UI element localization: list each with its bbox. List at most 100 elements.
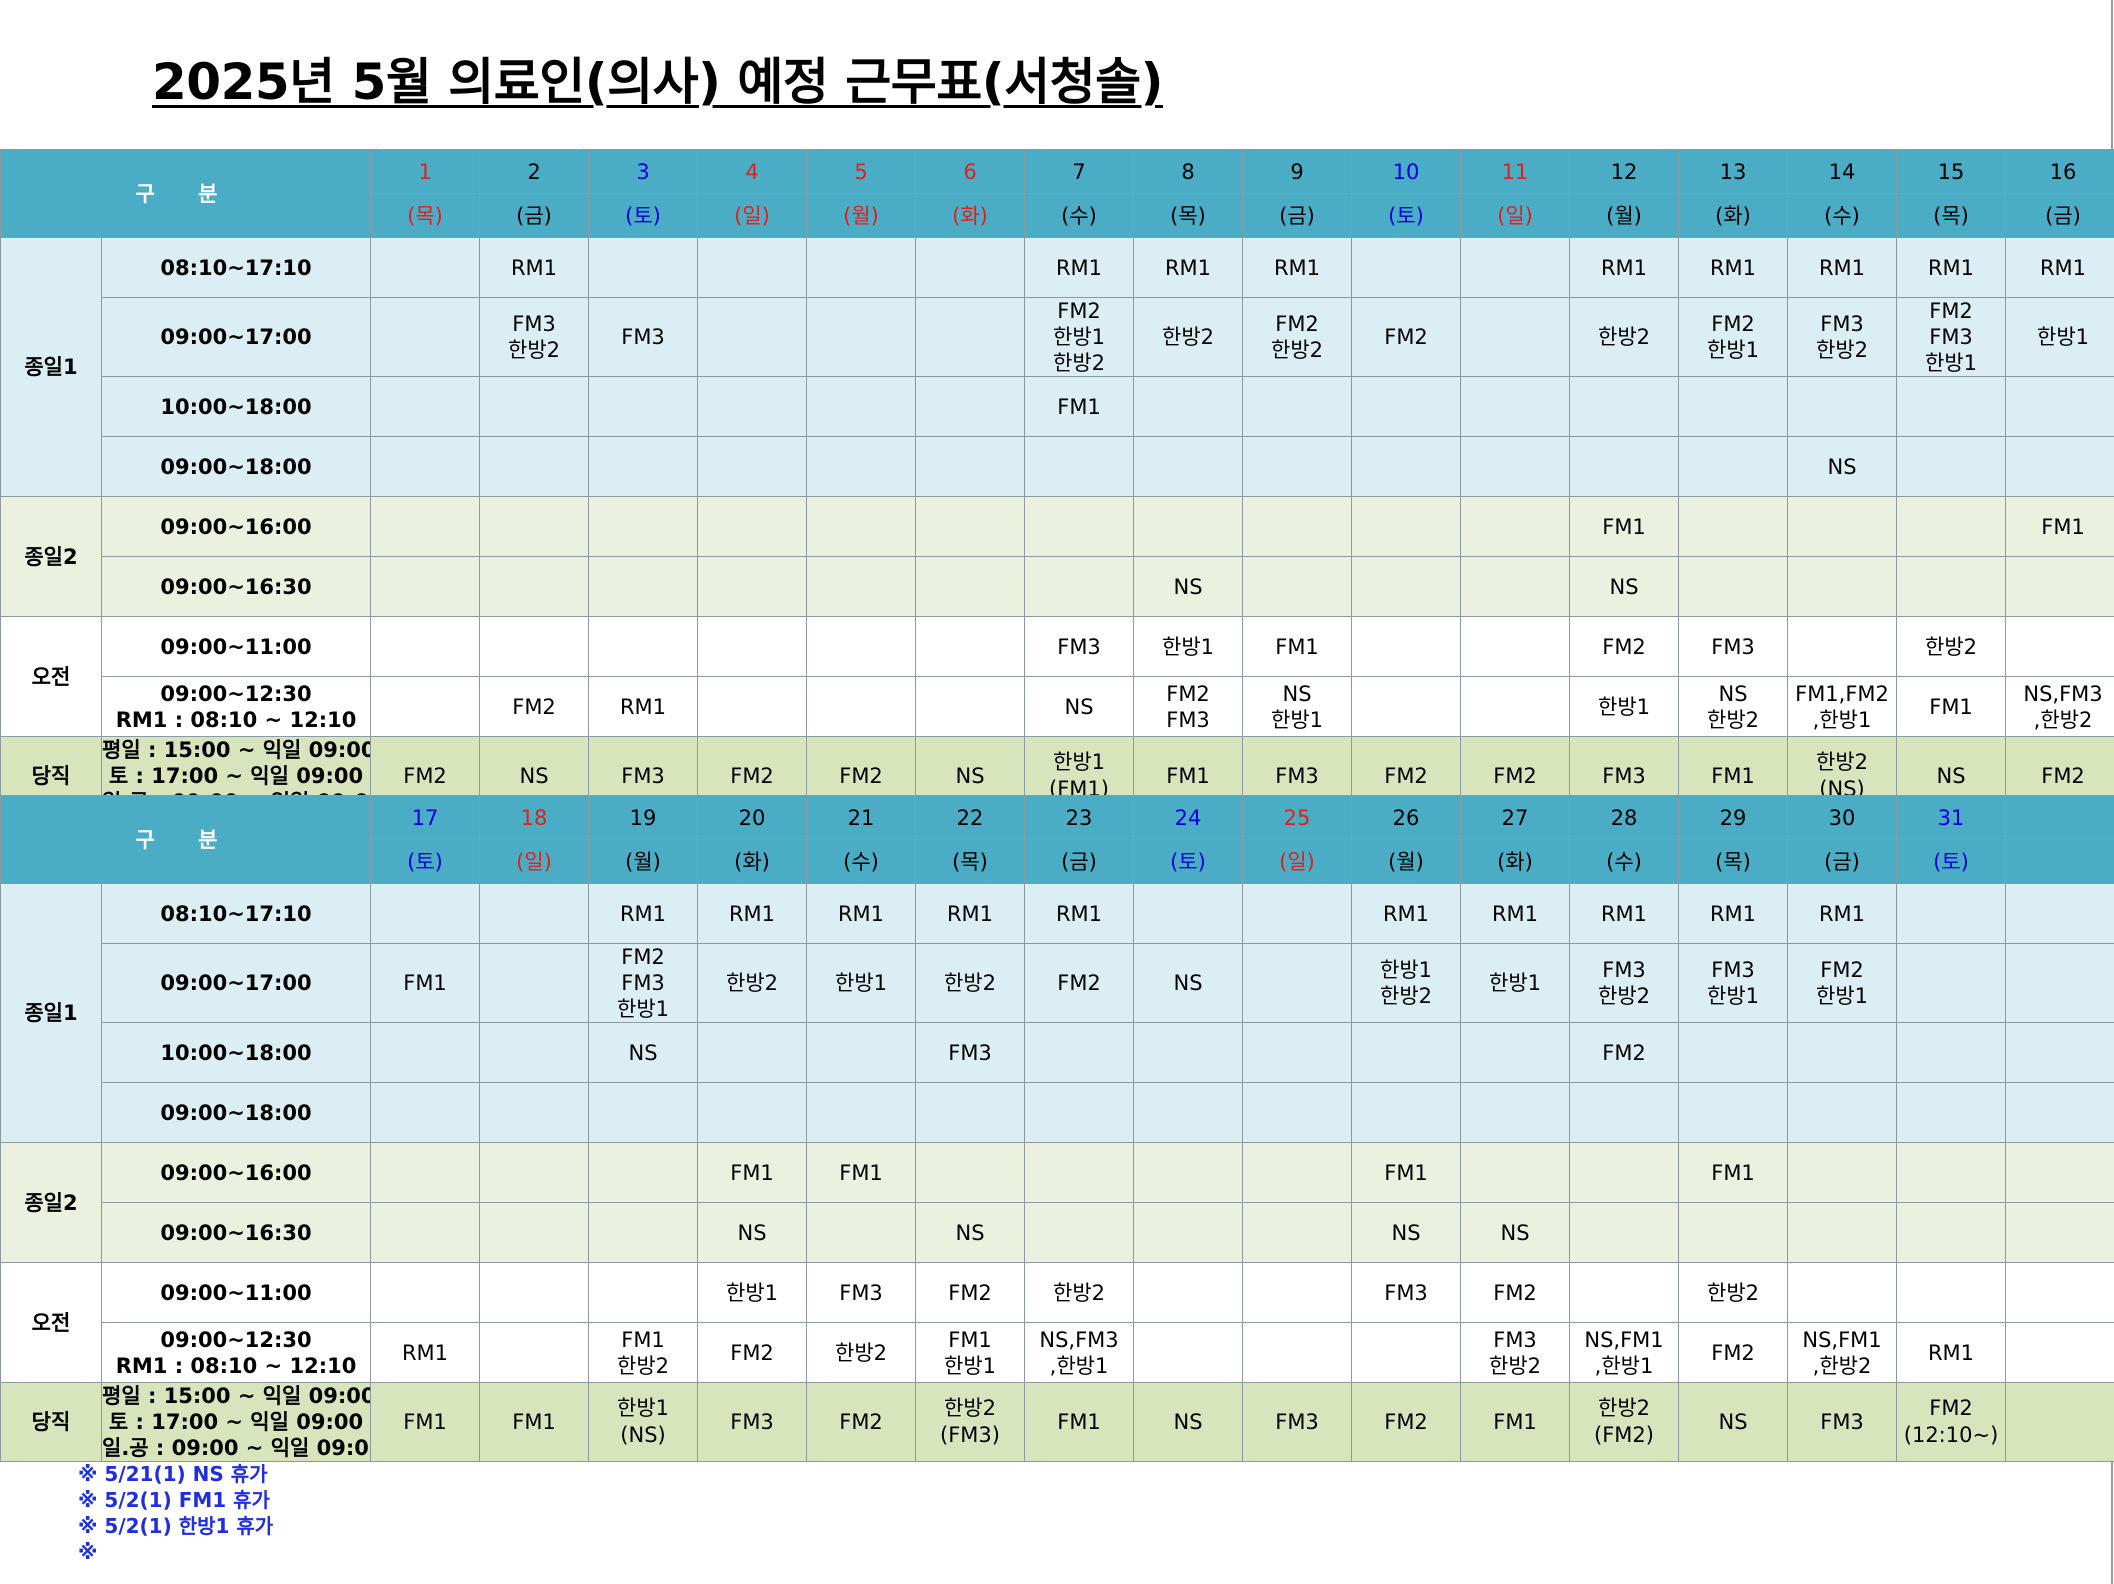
schedule-cell <box>1787 1202 1898 1263</box>
schedule-cell <box>1133 1142 1244 1203</box>
schedule-cell <box>479 376 590 437</box>
schedule-cell <box>1351 556 1462 617</box>
schedule-cell <box>588 1202 699 1263</box>
shift-time-line: 09:00~12:30 <box>160 1327 312 1352</box>
shift-time: 09:00~18:00 <box>100 1082 372 1143</box>
assigned-staff: FM3 <box>1275 764 1319 788</box>
assigned-staff: RM1 <box>946 901 994 926</box>
schedule-cell <box>1242 496 1353 557</box>
schedule-cell <box>1678 1082 1789 1143</box>
schedule-cell: NS <box>1133 943 1244 1023</box>
schedule-cell <box>588 436 699 497</box>
assigned-staff: 한방1 <box>726 1280 779 1305</box>
schedule-cell <box>1024 1022 1135 1083</box>
day-number: 10 <box>1351 149 1462 194</box>
schedule-cell: RM1 <box>1896 237 2007 298</box>
day-of-week: (금) <box>1024 839 1135 884</box>
assigned-staff: RM1 <box>619 901 667 926</box>
schedule-cell: NS,FM1 ,한방1 <box>1569 1322 1680 1383</box>
schedule-cell: FM2 <box>806 1382 917 1462</box>
schedule-cell <box>1242 436 1353 497</box>
schedule-cell: NS,FM3 ,한방1 <box>1024 1322 1135 1383</box>
schedule-cell <box>1569 1082 1680 1143</box>
assigned-staff: FM3 <box>1602 958 1646 982</box>
schedule-cell <box>1242 376 1353 437</box>
schedule-cell: NS,FM3 ,한방2 <box>2005 676 2114 737</box>
schedule-cell: FM3 한방1 <box>1678 943 1789 1023</box>
day-of-week: (목) <box>370 193 481 238</box>
schedule-row: 09:00~17:00 FM1 FM2 FM3 한방1 한방2 한방1 한방2 FM2 NS 한방1… <box>1 943 2114 1023</box>
schedule-cell <box>1787 1082 1898 1143</box>
assigned-staff: 한방2 <box>1489 1353 1542 1378</box>
schedule-cell: FM2 <box>1569 1022 1680 1083</box>
schedule-cell: 한방2 <box>1569 297 1680 377</box>
day-number: 1 <box>370 149 481 194</box>
schedule-cell <box>1242 1322 1353 1383</box>
header-row-dates: 구 분 1 2 3 4 5 6 7 8 9 10 11 12 13 14 15 16 <box>0 149 2114 238</box>
day-number: 21 <box>806 795 917 840</box>
day-number: 30 <box>1787 795 1898 840</box>
assigned-staff: 한방2 <box>1598 1396 1651 1420</box>
schedule-cell <box>479 556 590 617</box>
schedule-cell <box>1024 1082 1135 1143</box>
assigned-staff: FM2 <box>1820 958 1864 982</box>
schedule-row: 09:00~18:00 NS <box>1 436 2114 497</box>
on-call-hours-line: 평일 : 15:00 ~ 익일 09:00 <box>102 738 371 762</box>
day-of-week: (월) <box>1569 193 1680 238</box>
schedule-cell <box>1569 1142 1680 1203</box>
schedule-cell <box>1351 376 1462 437</box>
schedule-cell <box>2005 1142 2114 1203</box>
assigned-staff: ,한방2 <box>2033 707 2093 732</box>
schedule-cell <box>2005 1082 2114 1143</box>
schedule-cell <box>370 1262 481 1323</box>
day-number: 5 <box>806 149 917 194</box>
schedule-cell <box>1787 1142 1898 1203</box>
schedule-cell <box>370 297 481 377</box>
on-call-hours: 평일 : 15:00 ~ 익일 09:00 토 : 17:00 ~ 익일 09:0… <box>100 1382 372 1462</box>
shift-category: 오전 <box>0 616 102 737</box>
assigned-staff: 한방2 <box>1707 1280 1760 1305</box>
day-of-week: (월) <box>588 839 699 884</box>
assigned-staff: FM3 <box>1275 1410 1319 1434</box>
schedule-cell <box>1460 496 1571 557</box>
schedule-cell <box>1133 1202 1244 1263</box>
schedule-cell: FM2 한방1 <box>1787 943 1898 1023</box>
schedule-cell <box>1351 237 1462 298</box>
schedule-cell <box>1351 1322 1462 1383</box>
schedule-cell <box>915 297 1026 377</box>
note-line: ※ <box>78 1540 98 1564</box>
schedule-cell: FM2 한방1 한방2 <box>1024 297 1135 377</box>
assigned-staff: 한방1 <box>1271 707 1324 732</box>
assigned-staff: 한방1 <box>1816 984 1869 1008</box>
day-of-week: (화) <box>697 839 808 884</box>
schedule-cell: 한방2 <box>806 1322 917 1383</box>
schedule-cell <box>479 1022 590 1083</box>
assigned-staff: NS <box>1718 681 1748 706</box>
assigned-staff: FM1 <box>1166 764 1210 788</box>
assigned-staff: FM1 <box>621 1327 665 1352</box>
day-number: 8 <box>1133 149 1244 194</box>
schedule-cell: RM1 <box>806 883 917 944</box>
schedule-cell <box>479 436 590 497</box>
schedule-cell: RM1 <box>588 883 699 944</box>
schedule-cell: RM1 <box>1351 883 1462 944</box>
assigned-staff: NS <box>1173 1410 1203 1434</box>
schedule-cell: NS,FM1 ,한방2 <box>1787 1322 1898 1383</box>
schedule-cell: 한방2 (FM3) <box>915 1382 1026 1462</box>
day-number: 23 <box>1024 795 1135 840</box>
assigned-staff: FM3 <box>1166 707 1210 732</box>
schedule-cell <box>479 616 590 677</box>
assigned-staff: FM2 <box>839 764 883 788</box>
header-row-weekdays: (목) (금) (토) (일) (월) (화) (수) (목) (금) (토) (일) (월) (화)(… <box>1 193 2114 238</box>
schedule-cell: 한방2 (FM2) <box>1569 1382 1680 1462</box>
assigned-staff: NS <box>1173 574 1203 599</box>
assigned-staff: NS <box>955 764 985 788</box>
schedule-cell: RM1 <box>1787 883 1898 944</box>
day-number: 29 <box>1678 795 1789 840</box>
assigned-staff: ,한방1 <box>1049 1353 1109 1378</box>
schedule-cell: FM1 <box>1896 676 2007 737</box>
schedule-cell <box>2005 1322 2114 1383</box>
assigned-staff: 한방1 <box>1489 971 1542 995</box>
day-number: 22 <box>915 795 1026 840</box>
assigned-staff: FM2 <box>1384 764 1428 788</box>
